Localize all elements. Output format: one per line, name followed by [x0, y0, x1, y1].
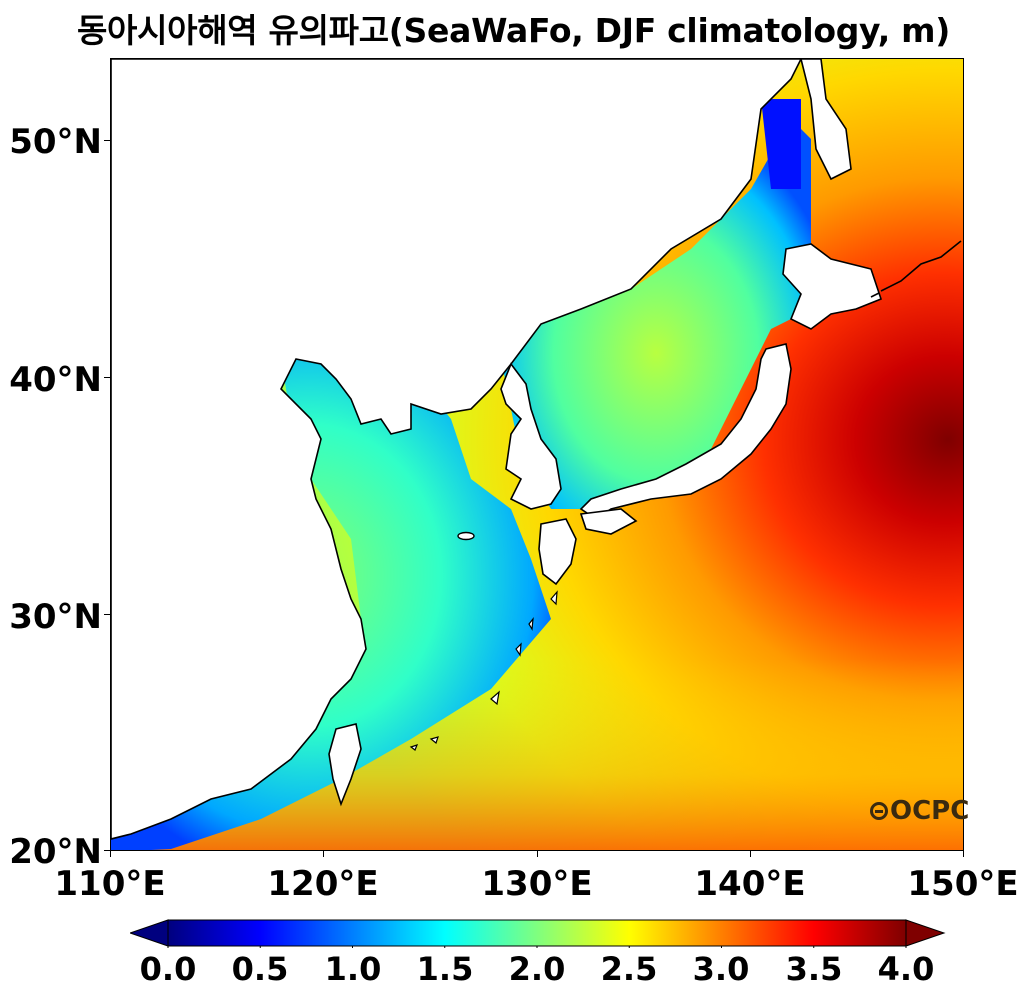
colorbar-label-3: 1.5 [416, 950, 474, 988]
map-title: 동아시아해역 유의파고(SeaWaFo, DJF climatology, m) [76, 11, 951, 50]
lat-label-30: 30°N [9, 597, 102, 637]
ocpc-logo-text: OCPC [890, 796, 970, 826]
jeju-island [457, 531, 475, 541]
colorbar-label-2: 1.0 [324, 950, 382, 988]
kuril-islands [870, 240, 962, 298]
lat-label-20: 20°N [9, 832, 102, 872]
kyushu-island [538, 518, 577, 586]
lon-tick-120 [323, 851, 324, 857]
lon-label-130: 130°E [481, 864, 593, 904]
lon-label-150: 150°E [907, 864, 1019, 904]
colorbar-label-5: 2.5 [600, 950, 658, 988]
lat-tick-50 [104, 140, 110, 141]
lat-label-40: 40°N [9, 360, 102, 400]
colorbar-extend-max [905, 919, 946, 947]
lon-tick-110 [110, 851, 111, 857]
colorbar [130, 919, 946, 948]
lon-tick-130 [537, 851, 538, 857]
lat-tick-20 [104, 850, 110, 851]
lon-label-110: 110°E [54, 864, 166, 904]
lon-label-140: 140°E [694, 864, 806, 904]
asian-mainland [111, 59, 802, 840]
colorbar-ticks [167, 946, 907, 948]
yellow-sea-field [111, 349, 551, 850]
sakhalin-island [800, 59, 852, 181]
lat-tick-40 [104, 377, 110, 378]
shikoku-island [579, 508, 638, 535]
hokkaido-island [782, 243, 882, 330]
lon-label-120: 120°E [267, 864, 379, 904]
east-sea-field [501, 119, 811, 509]
ocpc-logo-mark-icon [870, 802, 888, 820]
colorbar-extend-min [130, 919, 169, 947]
wave-height-map [111, 59, 963, 850]
ryukyu-islands [409, 590, 558, 751]
lon-tick-140 [750, 851, 751, 857]
korean-peninsula [500, 362, 562, 510]
colorbar-label-8: 4.0 [877, 950, 935, 988]
colorbar-label-7: 3.5 [785, 950, 843, 988]
colorbar-label-1: 0.5 [231, 950, 289, 988]
colorbar-label-6: 3.0 [692, 950, 750, 988]
colorbar-label-4: 2.0 [508, 950, 566, 988]
map-panel[interactable] [110, 58, 964, 851]
lon-tick-150 [963, 851, 964, 857]
colorbar-label-0: 0.0 [139, 950, 197, 988]
lat-tick-30 [104, 614, 110, 615]
ocpc-logo: OCPC [870, 796, 969, 826]
tatar-strait-field [761, 99, 801, 189]
taiwan-island [328, 723, 362, 807]
lat-label-50: 50°N [9, 122, 102, 162]
colorbar-gradient [167, 919, 907, 947]
